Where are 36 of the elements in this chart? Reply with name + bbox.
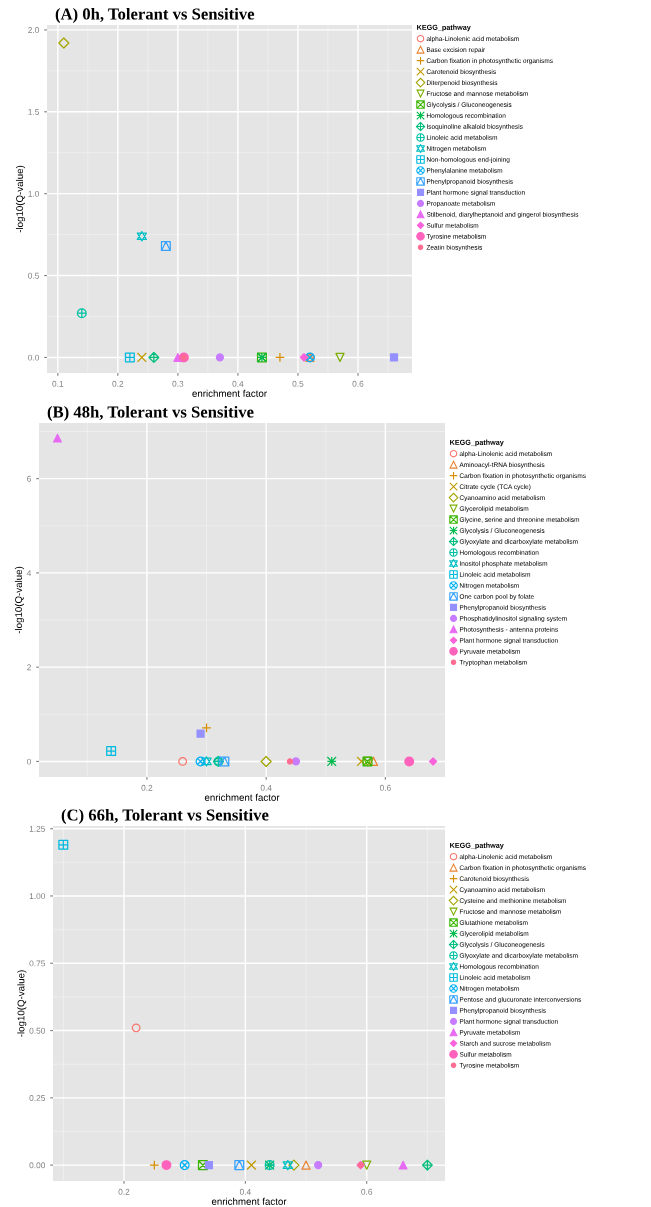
x-tick-label: 0.6 [361,1188,373,1195]
x-tick-label: 0.4 [232,380,244,387]
y-axis-title: -log10(Q-value) [15,165,25,233]
x-tick-label: 0.6 [352,380,364,387]
chart-title: (A) 0h, Tolerant vs Sensitive [55,7,255,23]
x-tick-label: 0.4 [239,1188,251,1195]
chart-title: (C) 66h, Tolerant vs Sensitive [61,808,269,824]
y-tick-label: 4 [26,570,32,576]
y-axis-title: -log10(Q-value) [17,970,27,1037]
y-axis-title: -log10(Q-value) [14,566,24,634]
x-axis-title: enrichment factor [192,389,267,397]
y-tick-label: 0 [27,758,32,765]
y-tick-label: 1.5 [28,109,40,115]
y-tick-label: 2.0 [28,27,40,34]
x-axis-title: enrichment factor [204,793,280,801]
x-tick-label: 0.6 [379,784,391,791]
y-tick-label: 0.0 [28,354,40,361]
y-tick-label: 6 [27,475,31,482]
x-tick-label: 0.2 [112,380,124,387]
x-tick-label: 0.2 [118,1188,130,1195]
x-tick-label: 0.5 [292,380,304,387]
y-tick-label: 0.5 [28,272,40,279]
y-tick-label: 0.00 [29,1162,46,1169]
y-tick-label: 2 [27,664,31,671]
y-tick-label: 1.0 [28,190,40,197]
x-tick-label: 0.1 [52,380,64,387]
y-tick-label: 1.25 [29,825,46,832]
y-tick-label: 1.00 [29,893,46,900]
x-tick-label: 0.4 [260,784,272,791]
y-tick-label: 0.50 [29,1027,46,1034]
y-tick-label: 0.75 [29,960,46,967]
chart-title: (B) 48h, Tolerant vs Sensitive [47,405,254,421]
x-tick-label: 0.2 [141,784,153,791]
x-axis-title: enrichment factor [211,1197,287,1205]
x-tick-label: 0.3 [172,380,184,387]
y-tick-label: 0.25 [29,1095,46,1101]
